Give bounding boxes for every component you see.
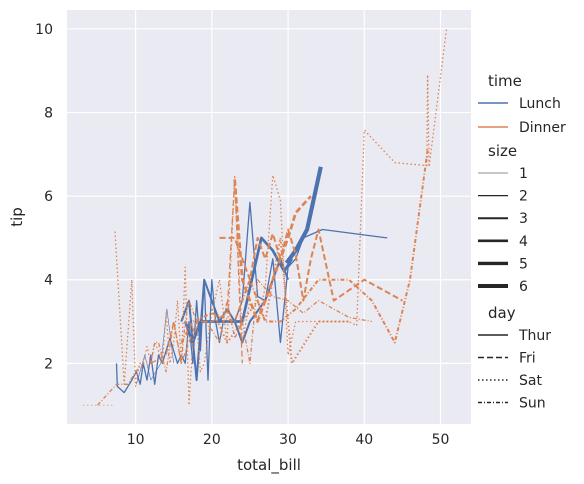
- legend-day-entries: Thur Fri Sat Sun: [478, 328, 551, 412]
- series-layer: [83, 28, 448, 406]
- legend-label-size-2: 2: [519, 189, 528, 205]
- grid: [67, 10, 471, 424]
- x-tick-label: 30: [279, 432, 297, 448]
- y-ticks: 2 4 6 8 10: [35, 22, 53, 373]
- series-line-lunch-thur-size-1: [136, 308, 174, 385]
- x-tick-label: 10: [127, 432, 145, 448]
- series-line-dinner-fri-size-2: [150, 178, 243, 365]
- y-tick-label: 6: [44, 189, 53, 205]
- series-line-dinner-fri-size-3: [219, 228, 403, 302]
- legend-label-size-1: 1: [519, 166, 528, 182]
- legend-time-entries: Lunch Dinner: [478, 96, 566, 136]
- legend-label-size-5: 5: [519, 256, 528, 272]
- series-line-dinner-sun-size-2: [97, 279, 373, 406]
- legend-label-size-4: 4: [519, 234, 528, 250]
- legend-size-entries: 1 2 3 4 5 6: [478, 166, 528, 295]
- series-line-lunch-thur-size-6: [284, 166, 323, 265]
- legend: time Lunch Dinner size 1 2 3 4 5 6 day Thur Fri…: [478, 72, 566, 412]
- legend-label-dinner: Dinner: [519, 120, 566, 136]
- legend-label-fri: Fri: [519, 351, 536, 367]
- x-tick-label: 20: [203, 432, 221, 448]
- y-tick-label: 4: [44, 273, 53, 289]
- legend-label-lunch: Lunch: [519, 96, 561, 112]
- series-line-lunch-thur-size-2: [115, 201, 388, 394]
- series-line-dinner-fri-size-4: [233, 179, 312, 323]
- series-line-dinner-sun-size-3: [180, 149, 429, 344]
- legend-title-day: day: [488, 304, 516, 322]
- legend-label-sat: Sat: [519, 373, 542, 389]
- legend-title-size: size: [488, 142, 517, 160]
- x-tick-label: 40: [355, 432, 373, 448]
- legend-label-sun: Sun: [519, 396, 546, 412]
- legend-title-time: time: [488, 72, 522, 90]
- x-tick-label: 50: [432, 432, 450, 448]
- x-ticks: 10 20 30 40 50: [127, 432, 450, 448]
- plot-background: [67, 10, 471, 424]
- y-tick-label: 8: [44, 105, 53, 121]
- x-axis-label: total_bill: [237, 456, 301, 475]
- legend-label-thur: Thur: [518, 328, 551, 344]
- y-tick-label: 2: [44, 356, 53, 372]
- legend-label-size-6: 6: [519, 279, 528, 295]
- y-axis-label: tip: [8, 207, 26, 227]
- legend-label-size-3: 3: [519, 211, 528, 227]
- y-tick-label: 10: [35, 22, 53, 38]
